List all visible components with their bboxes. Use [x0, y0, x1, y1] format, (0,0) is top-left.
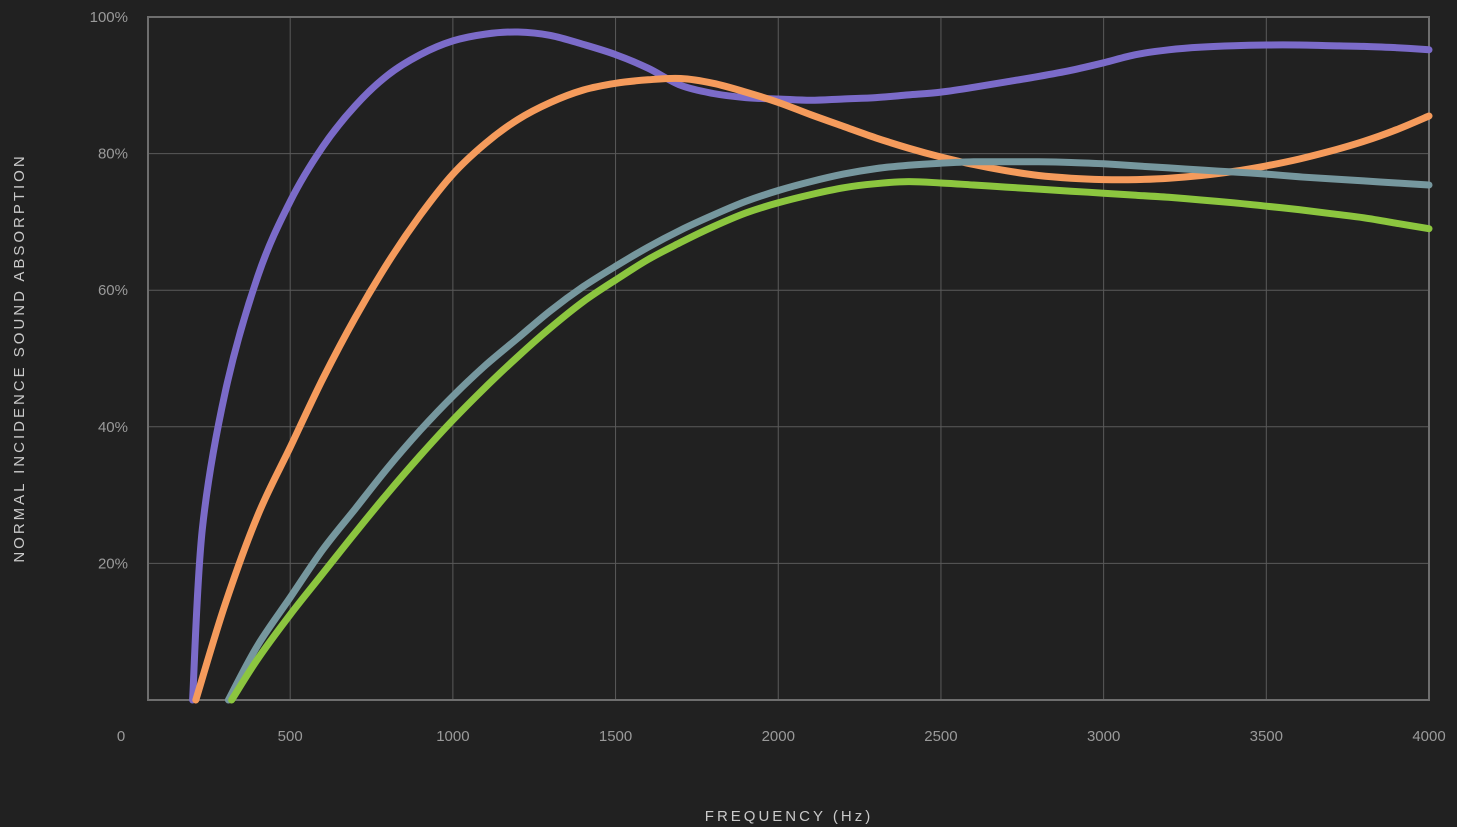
- y-tick-label: 80%: [98, 146, 128, 163]
- y-tick-label: 40%: [98, 419, 128, 436]
- x-axis-title: FREQUENCY (Hz): [705, 808, 873, 825]
- y-axis-title: NORMAL INCIDENCE SOUND ABSORPTION: [11, 153, 28, 562]
- x-tick-label: 3000: [1087, 728, 1120, 745]
- x-tick-label: 1500: [599, 728, 632, 745]
- y-tick-label: 60%: [98, 282, 128, 299]
- series-line-4: [228, 178, 1433, 704]
- x-tick-label: 1000: [436, 728, 469, 745]
- y-tick-labels: 20% 40% 60% 80% 100%: [90, 9, 128, 572]
- series-line-1: [189, 28, 1433, 704]
- data-series: [189, 28, 1433, 704]
- x-tick-label: 2500: [924, 728, 957, 745]
- y-tick-label: 20%: [98, 555, 128, 572]
- y-tick-label: 100%: [90, 9, 128, 26]
- x-tick-labels: 500 1000 1500 2000 2500 3000 3500 4000: [278, 728, 1446, 745]
- x-tick-label: 4000: [1412, 728, 1445, 745]
- plot-frame: [147, 16, 1430, 701]
- x-tick-label: 500: [278, 728, 303, 745]
- x-tick-label: 3500: [1250, 728, 1283, 745]
- grid-lines: [148, 17, 1429, 700]
- x-origin-label: 0: [117, 728, 125, 745]
- series-line-3: [224, 158, 1433, 704]
- x-tick-label: 2000: [762, 728, 795, 745]
